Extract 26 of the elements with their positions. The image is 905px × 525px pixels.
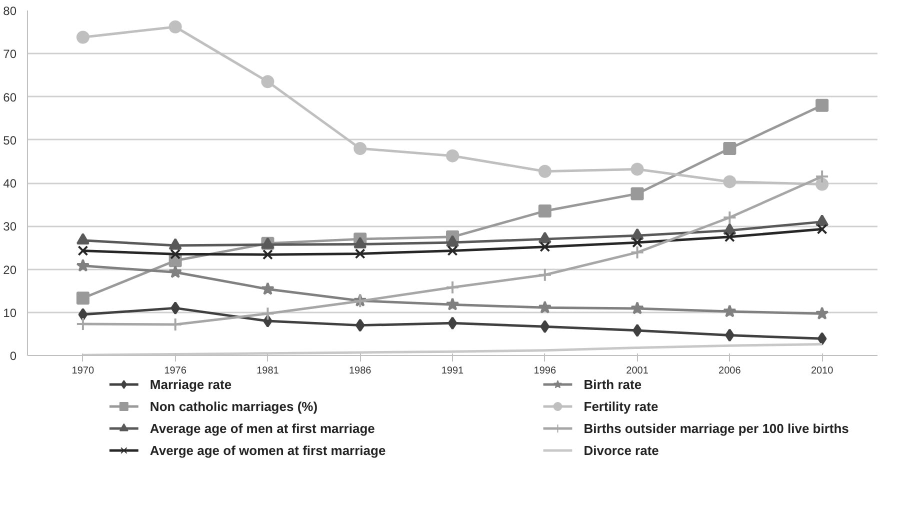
legend-label: Averge age of women at first marriage: [150, 443, 386, 458]
y-tick-label: 0: [10, 349, 17, 363]
x-tick-label: 1991: [441, 366, 464, 376]
x-tick-label: 2006: [718, 366, 742, 376]
legend-label: Fertility rate: [584, 399, 658, 414]
y-tick-label: 40: [3, 176, 17, 190]
y-tick-label: 60: [3, 90, 17, 104]
x-tick-label: 1981: [256, 366, 280, 376]
y-tick-label: 10: [3, 306, 17, 320]
legend-label: Divorce rate: [584, 443, 659, 458]
legend-label: Birth rate: [584, 377, 642, 392]
x-tick-label: 1996: [534, 366, 556, 376]
x-tick-label: 2010: [810, 366, 834, 376]
legend-label: Marriage rate: [150, 377, 232, 392]
x-tick-label: 1986: [348, 366, 372, 376]
y-tick-label: 70: [3, 47, 17, 62]
legend-label: Births outsider marriage per 100 live births: [584, 421, 849, 436]
legend-label: Non catholic marriages (%): [150, 399, 318, 414]
y-tick-label: 80: [3, 4, 17, 18]
legend-label: Average age of men at first marriage: [150, 421, 375, 436]
x-tick-label: 2001: [626, 366, 649, 376]
x-tick-label: 1970: [72, 366, 94, 376]
x-tick-label: 1976: [164, 366, 187, 376]
y-tick-label: 30: [3, 220, 17, 234]
y-tick-label: 20: [3, 262, 17, 277]
y-tick-label: 50: [3, 133, 17, 148]
